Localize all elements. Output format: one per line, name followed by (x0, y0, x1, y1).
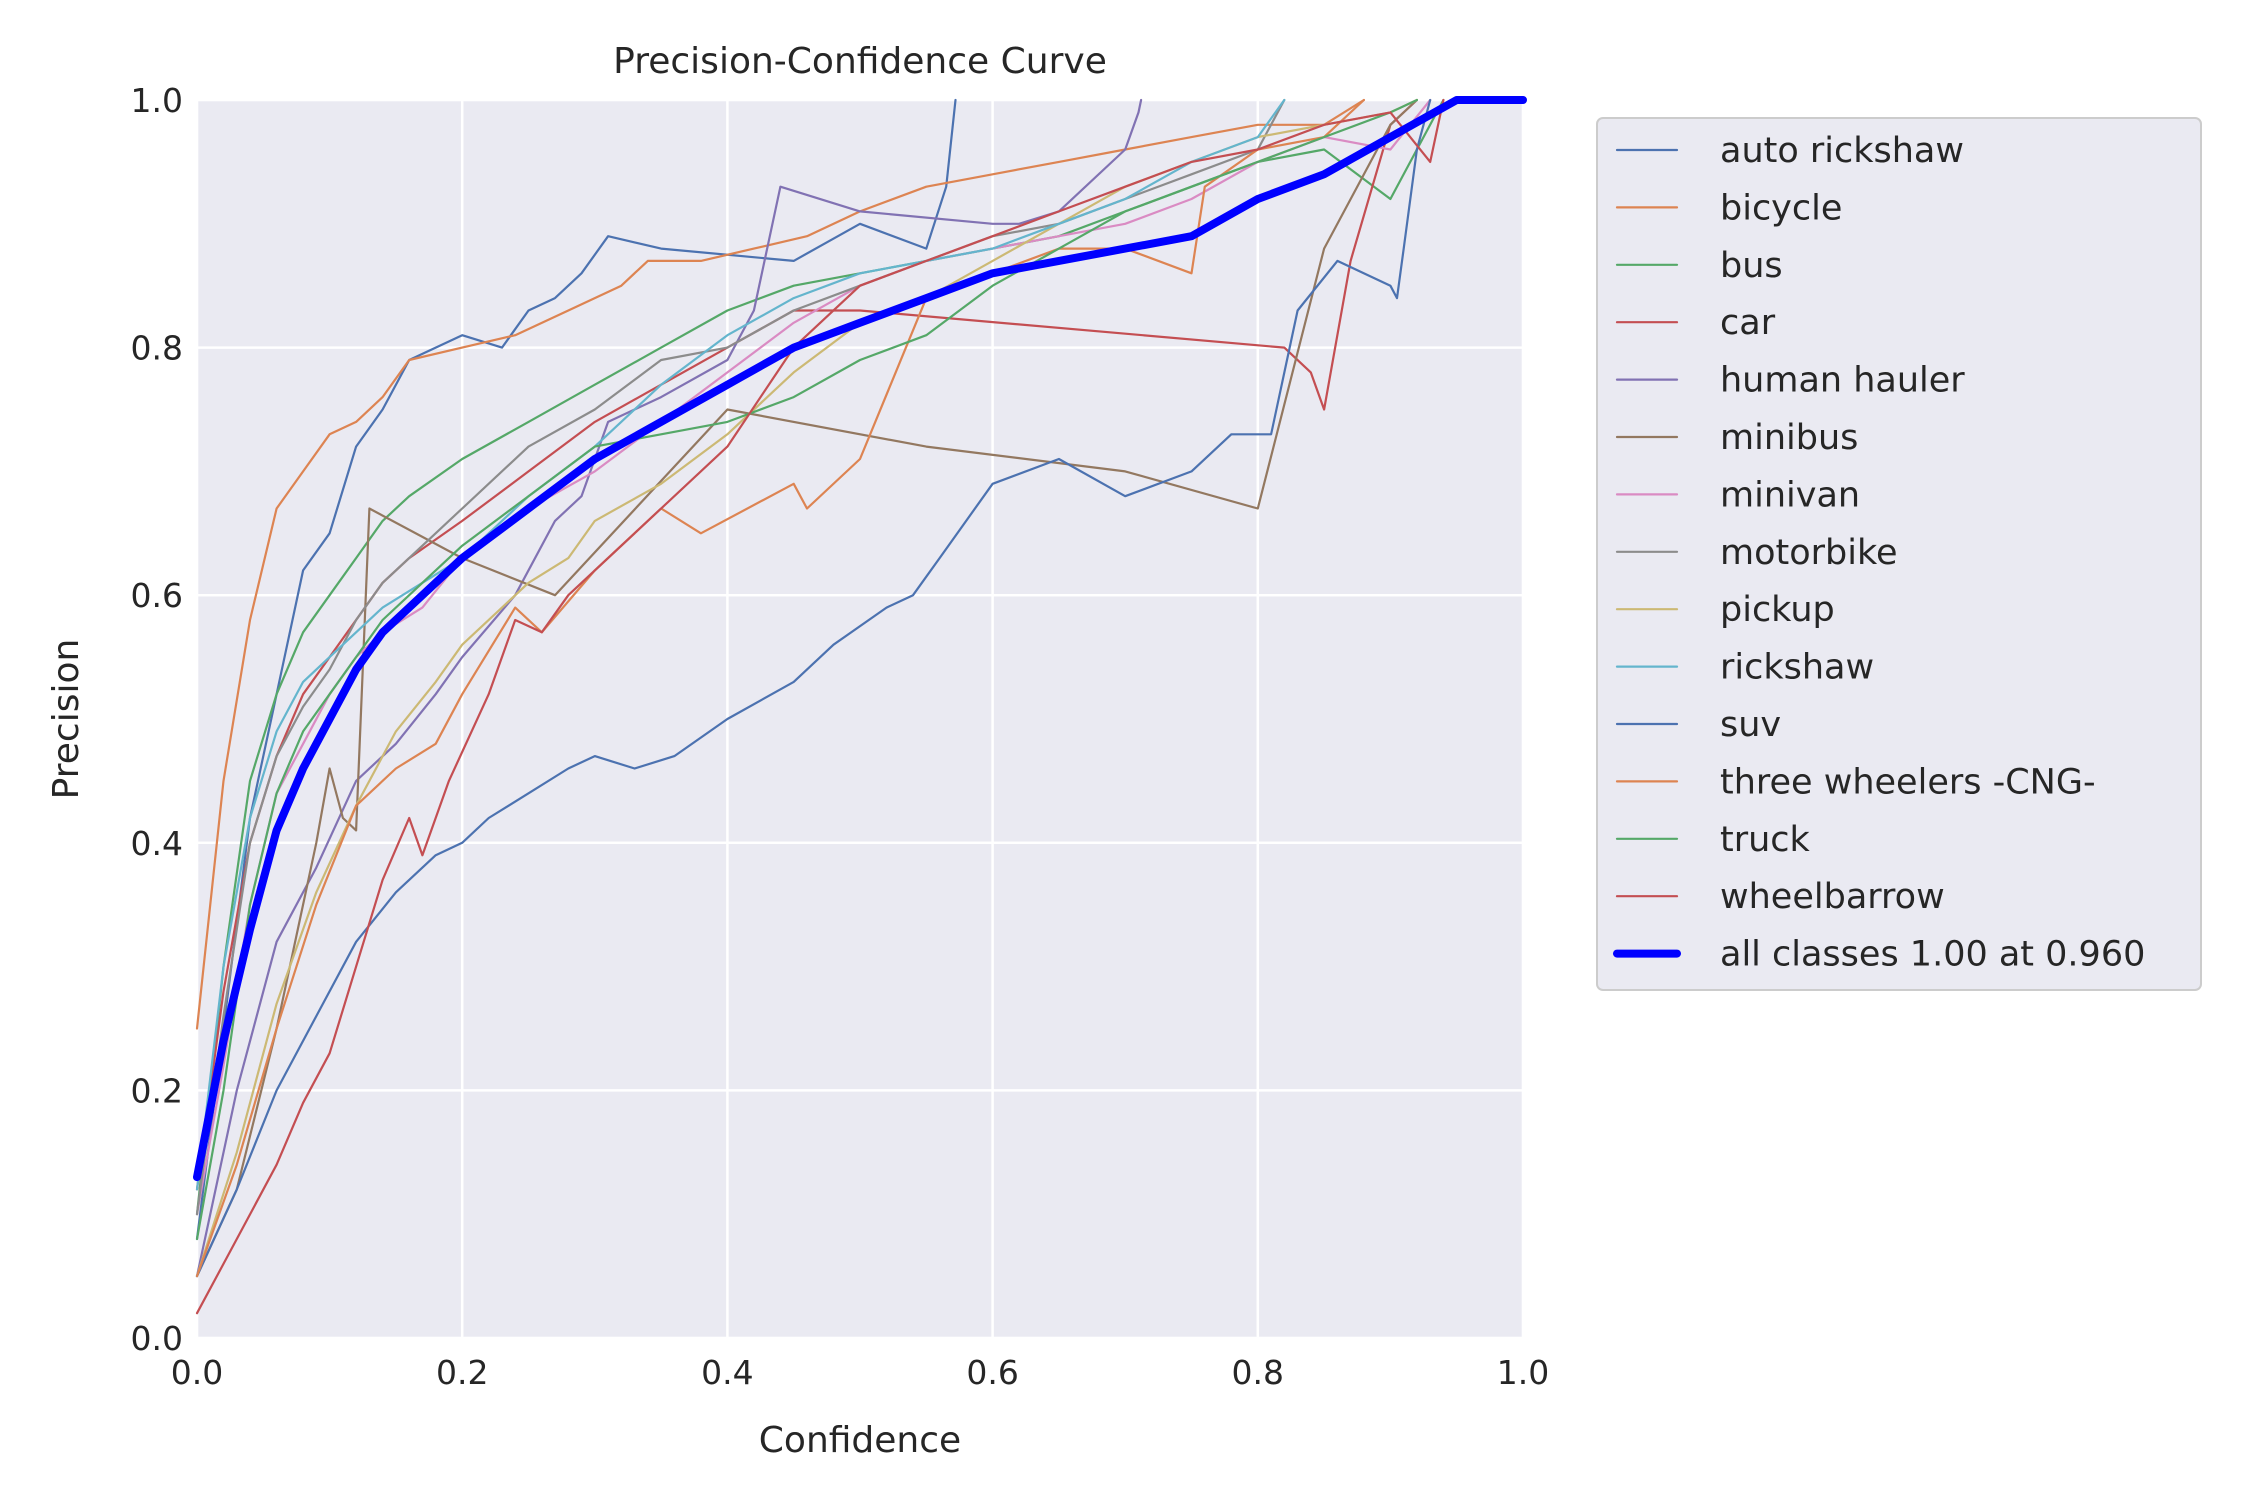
legend-label-all-classes-1-00-at-0-960: all classes 1.00 at 0.960 (1720, 935, 2145, 975)
series-line-human-hauler (195, 98, 1143, 1278)
legend-box (1596, 117, 2202, 991)
y-tick-label: 0.6 (131, 576, 183, 615)
legend-label-minivan: minivan (1720, 475, 1860, 515)
y-tick-label: 1.0 (131, 81, 183, 120)
series-line-three-wheelers-cng (195, 98, 1366, 1278)
series-line-truck (195, 98, 1419, 1241)
series-line-all-classes-1-00-at-0-960 (193, 96, 1527, 1182)
legend-label-car: car (1720, 303, 1776, 343)
axis-ticks: 0.0 0.2 0.4 0.6 0.8 1.0 0.0 0.2 0.4 0.6 0.8 1.0 (131, 81, 1550, 1392)
legend: auto rickshaw bicycle bus car human hauler mi… (1596, 117, 2202, 991)
legend-label-truck: truck (1720, 820, 1811, 860)
series-line-wheelbarrow (195, 98, 1445, 1315)
y-tick-label: 0.8 (131, 329, 183, 368)
x-tick-label: 0.4 (701, 1353, 753, 1392)
x-tick-label: 1.0 (1497, 1353, 1549, 1392)
x-axis-label: Confidence (759, 1420, 961, 1461)
series-line-bicycle (195, 98, 1366, 1030)
y-tick-label: 0.4 (131, 824, 183, 863)
legend-label-auto-rickshaw: auto rickshaw (1720, 131, 1964, 171)
legend-label-bicycle: bicycle (1720, 188, 1842, 228)
x-tick-label: 0.6 (966, 1353, 1018, 1392)
legend-label-pickup: pickup (1720, 590, 1835, 630)
x-tick-label: 0.0 (171, 1353, 223, 1392)
chart-title: Precision-Confidence Curve (613, 41, 1107, 82)
x-tick-label: 0.2 (436, 1353, 488, 1392)
x-tick-label: 0.8 (1232, 1353, 1284, 1392)
y-axis-label: Precision (46, 639, 87, 800)
series-line-suv (195, 98, 1432, 1278)
legend-label-rickshaw: rickshaw (1720, 648, 1874, 688)
legend-label-human-hauler: human hauler (1720, 361, 1965, 401)
legend-label-three-wheelers-cng: three wheelers -CNG- (1720, 762, 2096, 802)
series-line-car (195, 98, 1419, 1191)
y-tick-label: 0.2 (131, 1071, 183, 1110)
legend-label-motorbike: motorbike (1720, 533, 1898, 573)
series-lines (193, 96, 1527, 1315)
legend-label-minibus: minibus (1720, 418, 1858, 458)
legend-label-suv: suv (1720, 705, 1781, 745)
legend-label-bus: bus (1720, 246, 1783, 286)
legend-label-wheelbarrow: wheelbarrow (1720, 877, 1945, 917)
y-tick-label: 0.0 (131, 1319, 183, 1358)
series-line-auto-rickshaw (195, 98, 957, 1241)
